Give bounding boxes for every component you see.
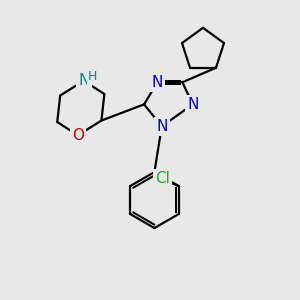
Text: N: N — [152, 75, 163, 90]
Text: N: N — [156, 119, 167, 134]
Text: N: N — [78, 73, 89, 88]
Text: O: O — [72, 128, 84, 143]
Text: H: H — [88, 70, 97, 83]
Text: Cl: Cl — [155, 171, 170, 186]
Text: N: N — [187, 97, 198, 112]
